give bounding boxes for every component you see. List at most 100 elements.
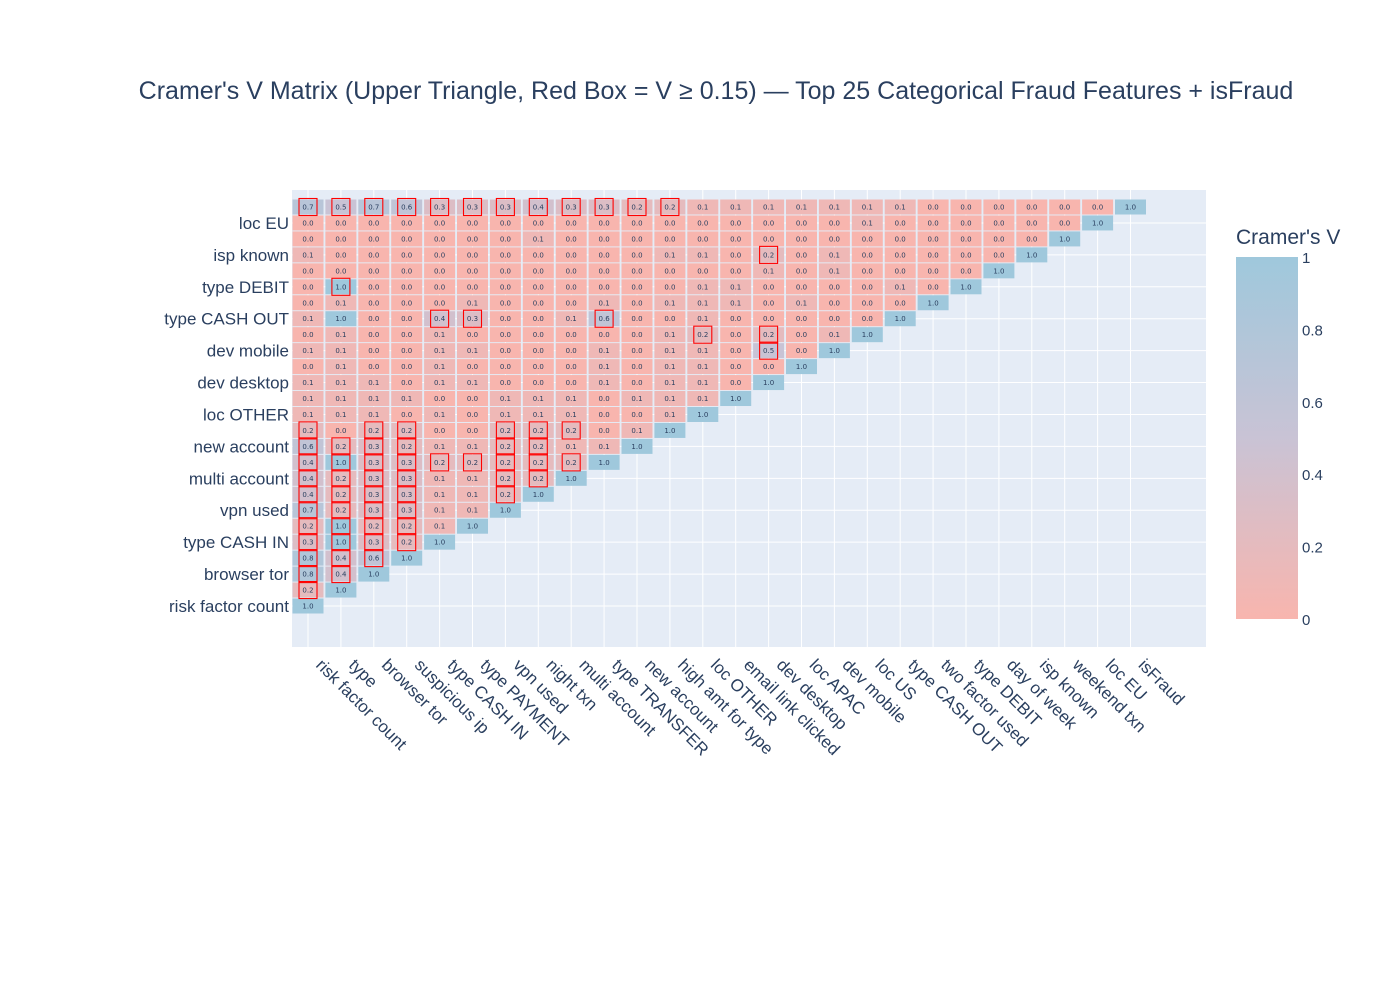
cell-value-label: 0.0 [763, 219, 774, 227]
cell-value-label: 0.0 [862, 251, 873, 259]
colorbar-tick-label: 0 [1302, 612, 1310, 629]
heatmap-cell [358, 311, 390, 327]
cell-value-label: 0.1 [533, 235, 544, 243]
heatmap-cell [786, 359, 817, 375]
cell-value-label: 0.2 [500, 491, 511, 499]
heatmap-cell [489, 295, 521, 311]
cell-value-label: 0.0 [1026, 219, 1037, 227]
cell-value-label: 0.1 [533, 395, 544, 403]
heatmap-cell [588, 247, 620, 263]
cell-value-label: 0.2 [533, 427, 544, 435]
significant-box [298, 517, 318, 536]
cell-value-label: 0.0 [664, 283, 675, 291]
cell-value-label: 0.2 [335, 475, 346, 483]
cell-value-label: 0.0 [533, 347, 544, 355]
heatmap-cell [884, 215, 916, 231]
cell-value-label: 0.3 [500, 204, 511, 212]
heatmap-cell [983, 199, 1015, 215]
cell-value-label: 0.2 [500, 475, 511, 483]
cell-value-label: 0.0 [401, 219, 412, 227]
significant-box [364, 421, 384, 440]
cell-value-label: 1.0 [335, 539, 346, 547]
cell-value-label: 0.1 [467, 507, 478, 515]
cell-value-label: 0.0 [697, 219, 708, 227]
heatmap-cell [522, 311, 554, 327]
heatmap-cell [851, 215, 883, 231]
significant-box [364, 453, 384, 472]
heatmap-cell [358, 263, 390, 279]
heatmap-cell [818, 215, 850, 231]
significant-box [594, 309, 614, 328]
cell-value-label: 1.0 [335, 315, 346, 323]
heatmap-cell [358, 295, 390, 311]
heatmap-cell [325, 534, 357, 550]
heatmap-cell [851, 311, 883, 327]
significant-box [495, 437, 515, 456]
heatmap-cell [522, 391, 554, 407]
heatmap-cell [292, 263, 324, 279]
heatmap-cell [588, 454, 620, 470]
heatmap-cell [851, 327, 883, 343]
cell-value-label: 0.0 [631, 315, 642, 323]
heatmap-cell [358, 470, 390, 486]
cell-value-label: 0.0 [862, 235, 873, 243]
cell-value-label: 0.1 [599, 299, 610, 307]
cell-value-label: 0.0 [796, 315, 807, 323]
significant-box [331, 197, 351, 217]
cell-value-label: 0.3 [434, 204, 445, 212]
significant-box [364, 549, 384, 568]
cell-value-label: 0.1 [467, 443, 478, 451]
heatmap-cell [753, 343, 785, 359]
cell-value-label: 0.3 [368, 507, 379, 515]
cell-value-label: 0.0 [467, 427, 478, 435]
cell-value-label: 0.0 [862, 299, 873, 307]
significant-box [331, 517, 351, 536]
heatmap-cell [292, 422, 324, 438]
cell-value-label: 0.0 [960, 235, 971, 243]
heatmap-cell [884, 279, 916, 295]
cell-value-label: 0.0 [368, 219, 379, 227]
cell-value-label: 0.0 [599, 283, 610, 291]
cell-value-label: 0.1 [697, 283, 708, 291]
heatmap-cell [292, 566, 324, 582]
cell-value-label: 0.0 [401, 235, 412, 243]
heatmap-cell [358, 375, 390, 391]
significant-box [298, 421, 318, 440]
y-tick-label: vpn used [220, 501, 289, 520]
cell-value-label: 0.1 [302, 379, 313, 387]
cell-value-label: 0.0 [434, 219, 445, 227]
cell-value-label: 0.0 [1026, 204, 1037, 212]
cell-value-label: 0.1 [335, 379, 346, 387]
cell-value-label: 1.0 [599, 459, 610, 467]
heatmap-cell [786, 279, 817, 295]
cell-labels: 1.0 0.2 0.8 0.8 0.3 0.2 0.7 0.4 0.4 0.4 0.6 0.2 0.1 0… [302, 204, 1136, 611]
heatmap-cell [917, 199, 949, 215]
heatmap-cell [391, 295, 423, 311]
cell-value-label: 0.0 [599, 331, 610, 339]
heatmap-cell [325, 279, 357, 295]
cell-value-label: 0.0 [730, 363, 741, 371]
cell-value-label: 0.0 [895, 235, 906, 243]
heatmap-cell [292, 343, 324, 359]
heatmap-cell [424, 486, 456, 502]
heatmap-cell [786, 295, 817, 311]
y-tick-label: multi account [189, 469, 289, 488]
heatmap-cell [457, 247, 488, 263]
cell-value-label: 0.0 [862, 315, 873, 323]
colorbar-tick-label: 0.4 [1302, 467, 1323, 484]
colorbar-tick-label: 1 [1302, 250, 1310, 267]
heatmap-cell [292, 518, 324, 534]
significant-box [331, 485, 351, 504]
heatmap-cell [522, 375, 554, 391]
heatmap-cell [457, 215, 488, 231]
cell-value-label: 0.0 [960, 204, 971, 212]
heatmap-cell [621, 263, 653, 279]
cell-value-label: 0.1 [368, 379, 379, 387]
cell-value-label: 0.0 [401, 331, 412, 339]
cell-value-label: 0.4 [335, 571, 347, 579]
heatmap-cell [457, 327, 488, 343]
heatmap-cell [818, 263, 850, 279]
heatmap-cell [489, 215, 521, 231]
cell-value-label: 0.0 [763, 299, 774, 307]
colorbar [1236, 257, 1298, 619]
